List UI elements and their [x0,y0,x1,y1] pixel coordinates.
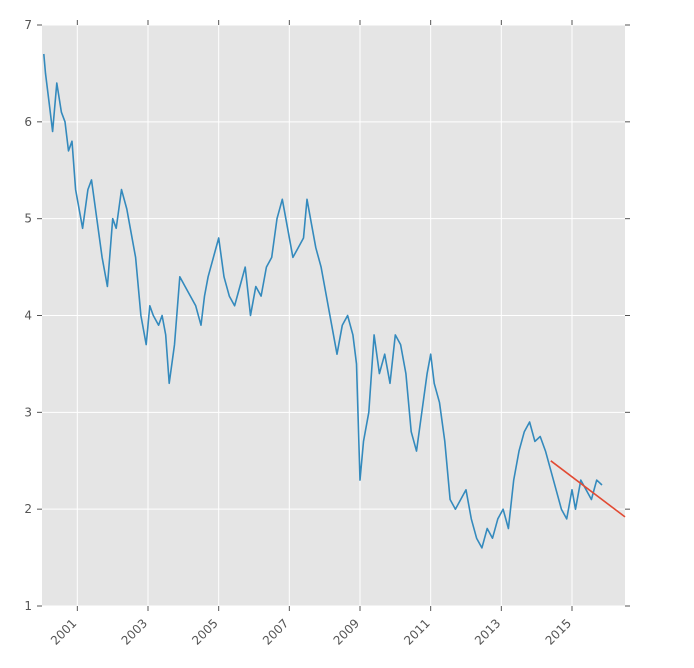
y-tick-label: 6 [24,115,32,129]
grid-lines [42,24,625,607]
y-tick-label: 4 [24,309,32,323]
y-axis-labels: 1 2 3 4 5 6 7 [24,18,32,613]
y-tick-label: 1 [24,599,32,613]
x-tick-label: 2011 [401,616,432,647]
x-tick-label: 2005 [189,616,220,647]
x-axis-labels: 2001 2003 2005 2007 2009 2011 2013 2015 [48,616,574,647]
y-tick-label: 7 [24,18,32,32]
x-tick-label: 2001 [48,616,79,647]
axis-ticks [37,20,630,611]
x-tick-label: 2009 [331,616,362,647]
series-line-observed [43,53,603,549]
x-tick-label: 2003 [119,616,150,647]
y-tick-label: 2 [24,502,32,516]
x-tick-label: 2007 [260,616,291,647]
series-group [43,53,626,549]
x-tick-label: 2013 [472,616,503,647]
x-tick-label: 2015 [543,616,574,647]
y-tick-label: 3 [24,405,32,419]
series-line-trend [550,460,626,518]
y-tick-label: 5 [24,212,32,226]
